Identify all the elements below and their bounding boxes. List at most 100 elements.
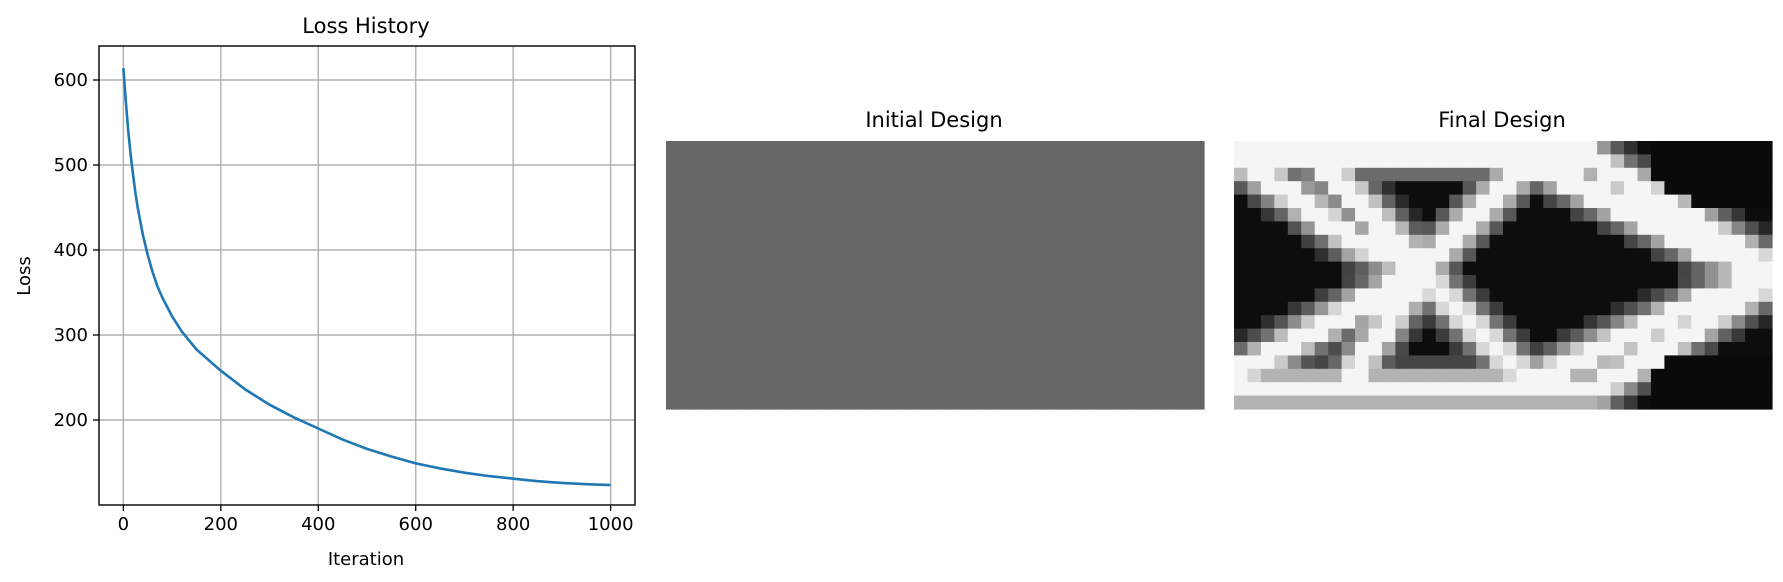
final-design-cell xyxy=(1624,315,1639,330)
initial-design-cell xyxy=(787,368,802,383)
final-design-cell xyxy=(1287,181,1302,196)
initial-design-cell xyxy=(666,167,681,182)
final-design-cell xyxy=(1664,355,1679,370)
x-tick-label: 200 xyxy=(204,514,238,535)
final-design-cell xyxy=(1597,368,1612,383)
initial-design-cell xyxy=(988,221,1003,236)
final-design-cell xyxy=(1274,248,1289,263)
final-design-cell xyxy=(1650,328,1665,343)
final-design-cell xyxy=(1758,167,1773,182)
final-design-cell xyxy=(1583,382,1598,397)
initial-design-cell xyxy=(1109,234,1124,249)
final-design-cell xyxy=(1408,194,1423,209)
final-design-cell xyxy=(1503,208,1518,222)
final-design-cell xyxy=(1260,382,1275,397)
final-design-cell xyxy=(1543,234,1558,249)
final-design-cell xyxy=(1341,315,1356,330)
final-design-cell xyxy=(1395,154,1410,169)
initial-design-cell xyxy=(1042,382,1057,397)
final-design-cell xyxy=(1408,382,1423,397)
initial-design-cell xyxy=(1015,167,1030,182)
final-design-cell xyxy=(1637,275,1652,289)
final-design-cell xyxy=(1543,194,1558,209)
initial-design-cell xyxy=(746,248,761,263)
final-design-cell xyxy=(1476,315,1491,330)
initial-design-cell xyxy=(1109,301,1124,316)
final-design-cell xyxy=(1355,154,1370,169)
final-design-cell xyxy=(1624,301,1639,316)
final-design-cell xyxy=(1758,208,1773,222)
final-design-cell xyxy=(1395,234,1410,249)
final-design-cell xyxy=(1355,355,1370,370)
final-design-cell xyxy=(1677,288,1692,303)
final-design-cell xyxy=(1408,342,1423,356)
initial-design-cell xyxy=(894,167,909,182)
final-design-cell xyxy=(1422,181,1437,196)
initial-design-cell xyxy=(787,154,802,169)
final-design-cell xyxy=(1274,315,1289,330)
initial-design-cell xyxy=(719,221,734,236)
final-design-cell xyxy=(1274,275,1289,289)
final-design-cell xyxy=(1745,368,1760,383)
initial-design-cell xyxy=(854,248,869,263)
initial-design-cell xyxy=(854,208,869,222)
initial-design-cell xyxy=(813,301,828,316)
initial-design-cell xyxy=(692,181,707,196)
initial-design-cell xyxy=(679,234,694,249)
final-design-cell xyxy=(1529,382,1544,397)
final-design-cell xyxy=(1583,208,1598,222)
initial-design-cell xyxy=(706,395,721,410)
initial-design-cell xyxy=(692,301,707,316)
final-design-cell xyxy=(1489,368,1504,383)
final-design-cell xyxy=(1650,141,1665,155)
initial-design-cell xyxy=(760,154,775,169)
loss-plot-title: Loss History xyxy=(302,14,429,38)
initial-design-cell xyxy=(961,167,976,182)
initial-design-cell xyxy=(813,328,828,343)
initial-design-cell xyxy=(894,154,909,169)
final-design-cell xyxy=(1328,221,1343,236)
initial-design-cell xyxy=(1190,234,1205,249)
final-design-cell xyxy=(1704,275,1719,289)
final-design-cell xyxy=(1476,234,1491,249)
initial-design-cell xyxy=(1123,194,1138,209)
initial-design-cell xyxy=(840,221,855,236)
final-design-cell xyxy=(1260,208,1275,222)
y-tick-label: 300 xyxy=(54,325,88,346)
initial-design-cell xyxy=(1177,275,1192,289)
initial-design-cell xyxy=(706,194,721,209)
final-design-cell xyxy=(1718,315,1733,330)
initial-design-cell xyxy=(760,261,775,276)
initial-design-cell xyxy=(1029,288,1044,303)
final-design-cell xyxy=(1503,368,1518,383)
initial-design-cell xyxy=(1163,368,1178,383)
final-design-cell xyxy=(1610,275,1625,289)
initial-design-title: Initial Design xyxy=(865,108,1002,132)
final-design-cell xyxy=(1274,382,1289,397)
initial-design-cell xyxy=(679,248,694,263)
initial-design-cell xyxy=(1190,315,1205,330)
final-design-cell xyxy=(1529,221,1544,236)
initial-design-cell xyxy=(666,154,681,169)
final-design-cell xyxy=(1718,234,1733,249)
final-design-cell xyxy=(1489,355,1504,370)
initial-design-cell xyxy=(827,315,842,330)
final-design-cell xyxy=(1624,342,1639,356)
final-design-cell xyxy=(1395,167,1410,182)
initial-design-cell xyxy=(1150,395,1165,410)
initial-design-cell xyxy=(840,301,855,316)
final-design-cell xyxy=(1355,167,1370,182)
initial-design-cell xyxy=(1150,248,1165,263)
final-design-cell xyxy=(1408,301,1423,316)
initial-design-cell xyxy=(1056,301,1071,316)
initial-design-cell xyxy=(1096,288,1111,303)
initial-design-cell xyxy=(706,301,721,316)
initial-design-cell xyxy=(854,382,869,397)
final-design-cell xyxy=(1556,234,1571,249)
final-design-cell xyxy=(1543,382,1558,397)
initial-design-cell xyxy=(840,342,855,356)
final-design-cell xyxy=(1395,395,1410,410)
final-design-cell xyxy=(1234,382,1249,397)
final-design-cell xyxy=(1368,328,1383,343)
initial-design-cell xyxy=(867,208,882,222)
